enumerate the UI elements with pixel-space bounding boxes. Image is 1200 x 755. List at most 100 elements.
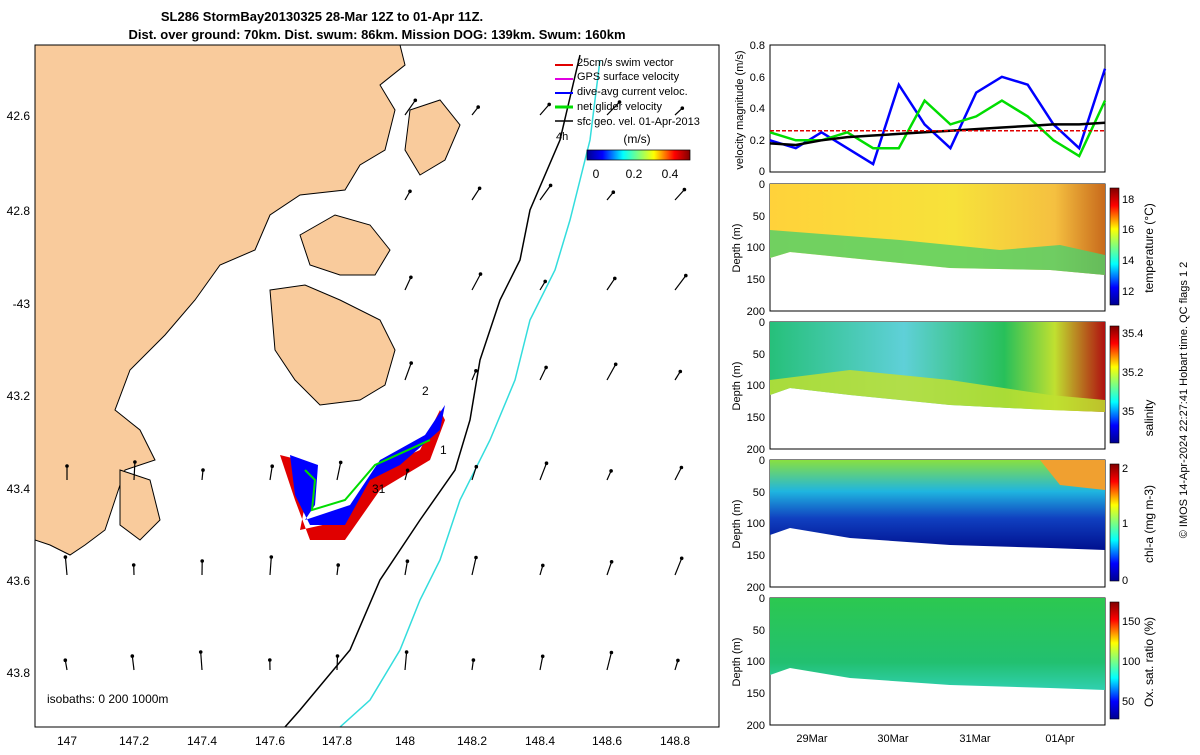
legend-label-sfc: sfc geo. vel. 01-Apr-2013: [577, 116, 700, 128]
chl-ytick: 150: [747, 550, 765, 562]
velocity-arrow-head: [474, 556, 478, 560]
velocity-arrow-head: [270, 555, 274, 559]
sal-ytick: 150: [747, 412, 765, 424]
sal-ctick: 35.2: [1122, 367, 1143, 379]
velocity-arrow-head: [613, 277, 617, 281]
velocity-arrow-head: [609, 469, 613, 473]
chl-ytick: 100: [747, 518, 765, 530]
velocity-arrow-head: [541, 655, 545, 659]
sal-colorbar: [1110, 326, 1119, 443]
lat-tick: 42.6: [7, 109, 31, 123]
sal-ytick: 50: [753, 349, 765, 361]
temp-ctick: 12: [1122, 286, 1134, 298]
lon-tick: 148.6: [592, 734, 622, 748]
sal-ytick: 100: [747, 380, 765, 392]
ox-ctick: 100: [1122, 656, 1140, 668]
velocity-arrow-head: [472, 658, 476, 662]
velocity-arrow-head: [679, 370, 683, 374]
time-xtick: 01Apr: [1045, 733, 1075, 745]
velocity-arrow-head: [683, 188, 687, 192]
ox-ylabel: Depth (m): [731, 638, 743, 687]
temp-ytick: 100: [747, 242, 765, 254]
velocity-arrow-head: [676, 659, 680, 663]
velocity-arrow-head: [680, 557, 684, 561]
velocity-arrow-head: [681, 106, 685, 110]
velocity-arrow-head: [614, 363, 618, 367]
isobaths-label: isobaths: 0 200 1000m: [47, 692, 168, 706]
chl-ctick: 1: [1122, 518, 1128, 530]
map-panel: [35, 45, 719, 727]
colorbar-tick-0: 0: [593, 167, 600, 181]
temperature-panel: 0 50 100 150 200 Depth (m) 12 14 16 18 t…: [731, 179, 1156, 318]
vel-ytick: 0.2: [750, 135, 765, 147]
velocity-arrow-head: [409, 276, 413, 280]
velocity-arrow-head: [478, 187, 482, 191]
chl-colorbar: [1110, 464, 1119, 581]
lon-tick: 148.8: [660, 734, 690, 748]
sal-ctick: 35: [1122, 406, 1134, 418]
ox-ctick: 150: [1122, 616, 1140, 628]
velocity-arrow-head: [336, 654, 340, 658]
time-xtick: 29Mar: [796, 733, 828, 745]
sal-clabel: salinity: [1142, 400, 1156, 437]
vel-ytick: 0.8: [750, 40, 765, 52]
velocity-arrow-head: [549, 184, 553, 188]
velocity-arrow-head: [132, 563, 136, 567]
lat-tick: 43.4: [7, 482, 31, 496]
lon-tick: 147.8: [322, 734, 352, 748]
ox-clabel: Ox. sat. ratio (%): [1142, 617, 1156, 707]
lon-tick: 147.2: [119, 734, 149, 748]
chla-panel: 0 50 100 150 200 Depth (m) 0 1 2 chl-a (…: [731, 455, 1156, 594]
legend-label-gps: GPS surface velocity: [577, 71, 680, 83]
velocity-arrow-head: [684, 274, 688, 278]
track-label-31: 31: [372, 482, 386, 496]
vel-ytick: 0.4: [750, 103, 765, 115]
velocity-arrow-head: [544, 366, 548, 370]
map-lon-ticks: 147 147.2 147.4 147.6 147.8 148 148.2 14…: [57, 734, 690, 748]
vel-ytick: 0.6: [750, 72, 765, 84]
chl-clabel: chl-a (mg m-3): [1142, 485, 1156, 563]
vel-ytick: 0: [759, 166, 765, 178]
velocity-arrow-head: [610, 560, 614, 564]
legend-label-swim: 25cm/s swim vector: [577, 57, 674, 69]
velocity-arrow-head: [406, 469, 410, 473]
velocity-arrow-head: [610, 651, 614, 655]
ox-ytick: 150: [747, 688, 765, 700]
lat-tick: 43.2: [7, 389, 31, 403]
lon-tick: 147.6: [255, 734, 285, 748]
velocity-arrow-head: [199, 650, 203, 654]
lat-tick: 42.8: [7, 204, 31, 218]
legend-label-current: dive-avg current veloc.: [577, 86, 688, 98]
temp-ytick: 150: [747, 274, 765, 286]
velocity-arrow-head: [414, 99, 418, 103]
lon-tick: 147.4: [187, 734, 217, 748]
velocity-panel: 0.8 0.6 0.4 0.2 0 velocity magnitude (m/…: [734, 40, 1105, 178]
temp-ctick: 18: [1122, 194, 1134, 206]
chl-ctick: 2: [1122, 463, 1128, 475]
velocity-arrow-head: [409, 361, 413, 365]
sal-ylabel: Depth (m): [731, 362, 743, 411]
velocity-arrow-head: [547, 103, 551, 107]
velocity-arrow-head: [268, 658, 272, 662]
salinity-panel: 0 50 100 150 200 Depth (m) 35 35.2 35.4 …: [731, 317, 1156, 456]
velocity-arrow-head: [201, 468, 205, 472]
lon-tick: 148: [395, 734, 415, 748]
chl-ytick: 50: [753, 487, 765, 499]
lat-tick: 43.8: [7, 666, 31, 680]
velocity-arrow-head: [474, 369, 478, 373]
chl-ylabel: Depth (m): [731, 500, 743, 549]
velocity-arrow-head: [339, 461, 343, 465]
chl-ctick: 0: [1122, 575, 1128, 587]
map-lat-ticks: 42.6 42.8 -43 43.2 43.4 43.6 43.8: [7, 109, 31, 680]
temp-clabel: temperature (°C): [1142, 203, 1156, 293]
velocity-arrow-head: [612, 190, 616, 194]
velocity-arrow-head: [270, 464, 274, 468]
legend-note: 4h: [556, 131, 568, 143]
velocity-arrow-head: [336, 563, 340, 567]
colorbar-tick-1: 0.2: [626, 167, 643, 181]
temp-ctick: 16: [1122, 224, 1134, 236]
ox-ytick: 50: [753, 625, 765, 637]
lat-tick: -43: [13, 297, 31, 311]
legend-label-net: net glider velocity: [577, 101, 662, 113]
